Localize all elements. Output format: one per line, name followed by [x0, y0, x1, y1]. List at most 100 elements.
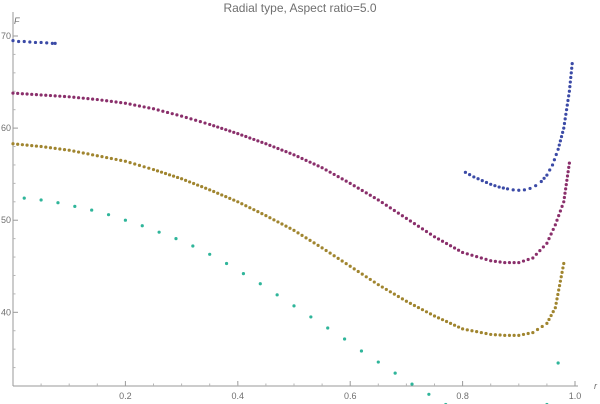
data-point	[531, 330, 535, 335]
data-point-interp	[526, 257, 530, 262]
data-point-interp	[76, 96, 81, 100]
data-point-interp	[105, 99, 109, 103]
data-point-interp	[567, 165, 571, 170]
data-point-interp	[244, 204, 248, 208]
data-point-interp	[232, 130, 236, 134]
data-point-interp	[288, 151, 292, 155]
data-point-interp	[276, 146, 280, 151]
data-point-interp	[44, 93, 48, 97]
data-point	[410, 382, 414, 386]
data-point-interp	[256, 139, 260, 143]
data-point	[404, 299, 408, 303]
y-tick-label: 40	[1, 307, 11, 317]
data-point	[564, 108, 569, 112]
data-point	[39, 40, 43, 45]
x-axis-title: r	[594, 381, 598, 391]
data-point-interp	[557, 143, 561, 147]
data-point	[497, 185, 501, 189]
data-point-interp	[396, 294, 400, 299]
y-tick-label: 50	[1, 215, 11, 225]
data-point-interp	[192, 181, 196, 186]
data-point	[22, 39, 26, 44]
data-point	[67, 95, 71, 99]
data-point-interp	[194, 118, 198, 122]
data-point	[553, 223, 557, 227]
data-point-interp	[540, 324, 544, 329]
data-point	[309, 315, 313, 319]
data-point	[562, 200, 566, 204]
data-point-interp	[560, 204, 564, 208]
data-point-interp	[493, 184, 497, 188]
data-point	[22, 196, 26, 200]
data-point-interp	[364, 191, 368, 195]
data-point-interp	[188, 180, 192, 184]
data-point-interp	[563, 191, 567, 195]
data-point-interp	[53, 146, 57, 150]
data-point-interp	[569, 71, 573, 75]
data-point-interp	[552, 158, 556, 162]
y-tick-label: 60	[1, 123, 11, 133]
data-point-interp	[316, 164, 320, 168]
data-point-interp	[163, 171, 168, 176]
data-point-interp	[484, 331, 488, 336]
data-point-interp	[16, 142, 20, 146]
data-point-interp	[128, 102, 132, 106]
data-point	[320, 246, 324, 250]
data-point	[522, 188, 527, 192]
data-point	[275, 293, 279, 297]
data-point	[342, 337, 347, 341]
data-point-interp	[388, 206, 392, 210]
data-point-interp	[336, 175, 340, 179]
data-point-interp	[312, 162, 316, 166]
data-point-interp	[189, 117, 193, 121]
data-point-interp	[562, 121, 567, 126]
data-point-interp	[304, 236, 308, 240]
data-point-interp	[228, 129, 232, 133]
data-point-interp	[475, 254, 479, 259]
x-tick-label: 0.8	[456, 391, 469, 401]
data-point-interp	[156, 108, 160, 112]
data-point-interp	[91, 97, 95, 101]
data-point	[39, 144, 43, 149]
data-point-interp	[58, 147, 62, 151]
data-point-interp	[86, 97, 90, 101]
data-point-interp	[388, 290, 392, 294]
data-point-interp	[171, 174, 176, 178]
data-point-interp	[272, 218, 276, 222]
data-point	[140, 224, 144, 228]
data-point-interp	[484, 257, 488, 261]
data-point	[95, 97, 99, 102]
data-point-interp	[561, 266, 565, 270]
data-point-interp	[30, 92, 34, 96]
data-point-interp	[312, 241, 316, 245]
data-point	[480, 179, 484, 183]
data-point-interp	[332, 254, 336, 258]
data-point-interp	[470, 329, 474, 333]
data-point-interp	[549, 232, 553, 236]
data-point-interp	[558, 279, 562, 283]
data-point-interp	[564, 112, 568, 116]
data-point-interp	[114, 100, 118, 104]
data-point-interp	[147, 166, 151, 170]
data-point-interp	[81, 151, 85, 155]
x-tick-label: 1.0	[569, 391, 582, 401]
data-point-interp	[380, 285, 384, 289]
data-point	[39, 198, 43, 202]
data-point	[427, 392, 431, 396]
data-point-interp	[119, 101, 123, 105]
data-point-interp	[444, 319, 449, 324]
data-point-interp	[204, 186, 208, 190]
data-point	[33, 40, 38, 45]
data-point	[106, 213, 111, 217]
data-point	[556, 361, 560, 365]
data-point	[461, 250, 465, 255]
data-point	[17, 39, 21, 44]
data-point-interp	[564, 182, 568, 187]
data-point-interp	[551, 227, 555, 232]
data-point-interp	[216, 125, 220, 129]
data-point	[393, 371, 397, 375]
data-point-interp	[72, 149, 76, 153]
data-point-interp	[557, 214, 561, 218]
data-point-interp	[465, 252, 469, 256]
data-point	[528, 186, 532, 191]
